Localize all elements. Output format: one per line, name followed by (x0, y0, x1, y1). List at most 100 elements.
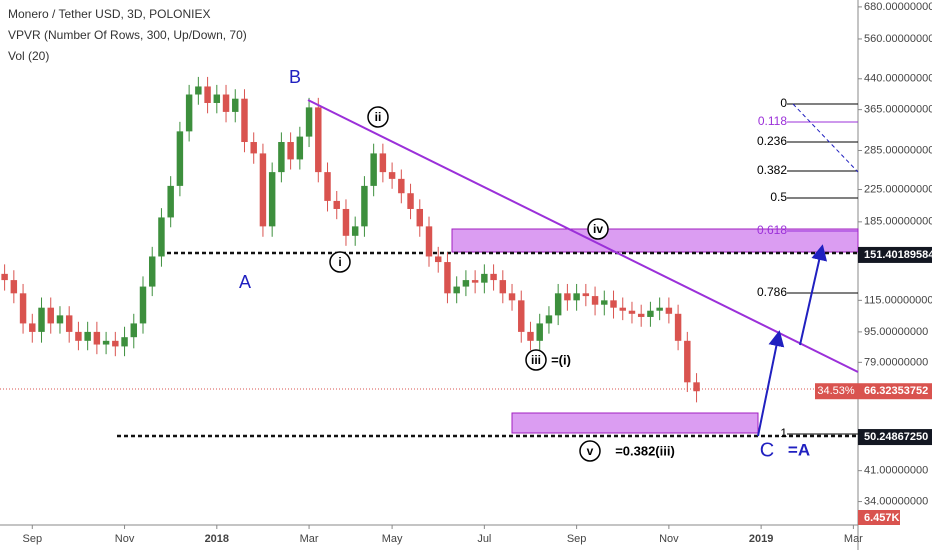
x-tick-label: 2018 (205, 533, 229, 545)
wave-circle (367, 106, 389, 128)
candle-body (268, 172, 276, 227)
axes: 680.00000000 560.00000000 440.00000000 365.… (23, 1, 932, 545)
candle-body (527, 331, 534, 341)
candle-body (388, 172, 396, 179)
candle-body (75, 331, 82, 341)
fib-label: 0 (780, 96, 787, 110)
candle-body (610, 300, 617, 308)
candle-body (19, 293, 27, 324)
candle-body (582, 293, 590, 297)
candle-body (93, 331, 101, 345)
resistance-zone (451, 228, 859, 253)
candle-body (407, 193, 414, 209)
candle-body (176, 131, 184, 186)
candle-body (213, 94, 221, 103)
candle-body (148, 256, 156, 287)
fib-label: 0.786 (757, 285, 787, 299)
candle-body (481, 273, 488, 283)
wave-circle (329, 251, 351, 273)
candle-body (1, 273, 8, 281)
candle-body (647, 310, 654, 317)
volume-label: 6.457K (864, 512, 900, 524)
target-zone (511, 412, 759, 434)
candle-body (471, 280, 479, 283)
price-label-box (858, 246, 932, 263)
y-tick-label: 185.00000000 (864, 216, 932, 228)
candle-body (545, 315, 553, 324)
candle-body (232, 98, 239, 112)
candle-body (112, 340, 119, 347)
candle-body (56, 315, 64, 324)
y-tick-label: 41.00000000 (864, 465, 928, 477)
fib-label: 0.118 (758, 114, 787, 128)
y-tick-label: 365.00000000 (864, 104, 932, 116)
candle-body (47, 307, 54, 324)
candle-body (342, 208, 350, 236)
candle-body (296, 136, 304, 160)
y-tick-label: 115.00000000 (864, 294, 932, 306)
candle-body (195, 86, 202, 95)
x-tick-label: Sep (567, 533, 587, 545)
candle-body (628, 310, 636, 314)
wave-label: C (760, 439, 774, 461)
candle-body (398, 178, 405, 194)
wave-label: iv (593, 222, 603, 236)
candle-body (379, 153, 387, 173)
wave-label: ii (375, 110, 382, 124)
fib-diagonal (792, 103, 859, 173)
price-label-box (858, 383, 932, 400)
wave-label: i (338, 255, 341, 269)
candle-body (315, 107, 322, 173)
candle-body (361, 185, 368, 227)
candle-body (573, 293, 580, 301)
y-tick-label: 680.00000000 (864, 1, 932, 13)
wave-label: A (239, 272, 251, 292)
candle-body (536, 323, 543, 341)
fib-label: 0.618 (757, 223, 787, 237)
wave-label: =A (788, 440, 810, 459)
candle-body (462, 280, 470, 287)
projection-arrow (799, 244, 828, 346)
candle-body (619, 307, 626, 311)
y-tick-label: 50.24867250 (864, 431, 928, 443)
candle-body (453, 286, 460, 294)
x-tick-label: Sep (23, 533, 43, 545)
x-tick-label: May (382, 533, 403, 545)
candle-body (121, 337, 128, 347)
y-tick-label: 79.00000000 (864, 356, 928, 368)
y-tick-label: 225.00000000 (864, 183, 932, 195)
price-label-box (858, 429, 932, 446)
chart-title: Monero / Tether USD, 3D, POLONIEX (8, 7, 211, 21)
fib-label: 0.5 (770, 190, 787, 204)
x-tick-label: Nov (659, 533, 679, 545)
wave-label: iii (531, 353, 541, 367)
candle-body (554, 293, 562, 316)
x-tick-label: Mar (300, 533, 319, 545)
candle-body (425, 226, 433, 257)
last-price-label: 66.32353752 (864, 385, 928, 397)
candle-body (259, 153, 267, 227)
candle-body (351, 226, 359, 236)
candle-body (250, 142, 257, 154)
x-tick-label: Nov (115, 533, 135, 545)
candle-body (185, 94, 193, 132)
y-tick-label: 440.00000000 (864, 73, 932, 85)
wave-circle (525, 349, 547, 371)
x-tick-label: 2019 (749, 533, 773, 545)
fib-label: 1 (780, 426, 787, 440)
wave-circle (579, 440, 601, 462)
candles (1, 76, 700, 403)
trend-line (307, 99, 859, 373)
y-tick-label: 560.00000000 (864, 33, 932, 45)
projection-arrow (757, 330, 785, 437)
candle-body (333, 200, 340, 209)
fib-label: 0.236 (757, 134, 787, 148)
candle-body (499, 280, 507, 294)
y-tick-label: 34.00000000 (864, 495, 928, 507)
change-label: 34.53% (817, 385, 855, 397)
candle-body (601, 300, 608, 305)
candle-body (65, 315, 73, 332)
fib-lines (787, 103, 858, 435)
